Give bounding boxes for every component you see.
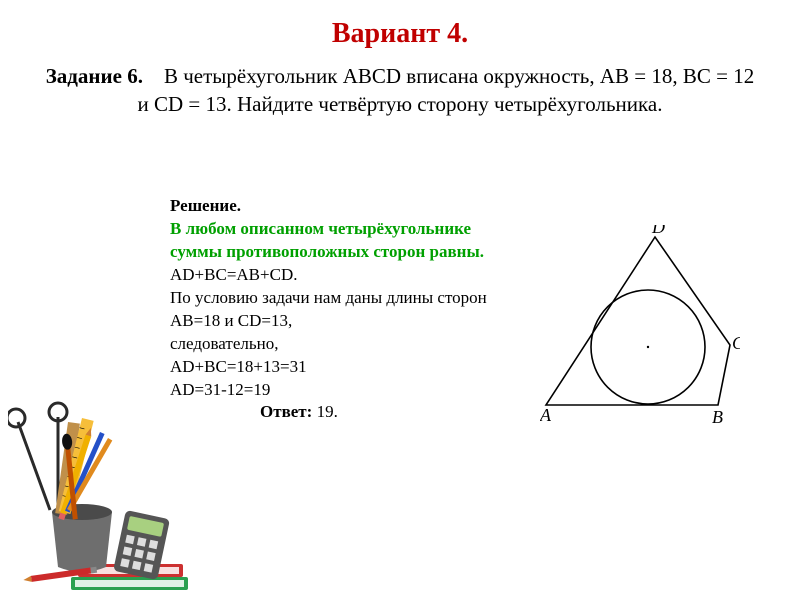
problem-text: В четырёхугольник ABCD вписана окружност…	[138, 64, 755, 116]
circle-center-dot	[647, 346, 649, 348]
solution-line-4: AD+BC=18+13=31	[170, 356, 490, 379]
problem-statement: Задание 6. В четырёхугольник ABCD вписан…	[0, 50, 800, 119]
vertex-label-d: D	[651, 225, 665, 237]
answer-value: 19.	[317, 402, 338, 421]
answer-label: Ответ:	[260, 402, 312, 421]
vertex-label-b: B	[712, 407, 723, 425]
solution-line-1: AD+BC=AB+CD.	[170, 264, 490, 287]
solution-line-3: следовательно,	[170, 333, 490, 356]
book-green-pages	[75, 580, 184, 587]
solution-line-5: AD=31-12=19	[170, 379, 490, 402]
vertex-label-c: C	[732, 333, 740, 353]
slide: Вариант 4. Задание 6. В четырёхугольник …	[0, 0, 800, 600]
solution-heading: Решение.	[170, 195, 490, 218]
solution-answer: Ответ: 19.	[170, 401, 490, 424]
variant-title: Вариант 4.	[0, 0, 800, 50]
solution-theorem: В любом описанном четырёхугольнике суммы…	[170, 218, 490, 264]
school-supplies-icon	[8, 392, 188, 592]
solution-line-2: По условию задачи нам даны длины сторон …	[170, 287, 490, 333]
vertex-label-a: A	[540, 405, 552, 425]
solution-block: Решение. В любом описанном четырёхугольн…	[170, 195, 490, 424]
quadrilateral-diagram: A B C D	[540, 225, 740, 425]
quadrilateral-abcd	[546, 237, 730, 405]
task-label: Задание 6.	[46, 64, 143, 88]
cup-body	[52, 512, 112, 572]
